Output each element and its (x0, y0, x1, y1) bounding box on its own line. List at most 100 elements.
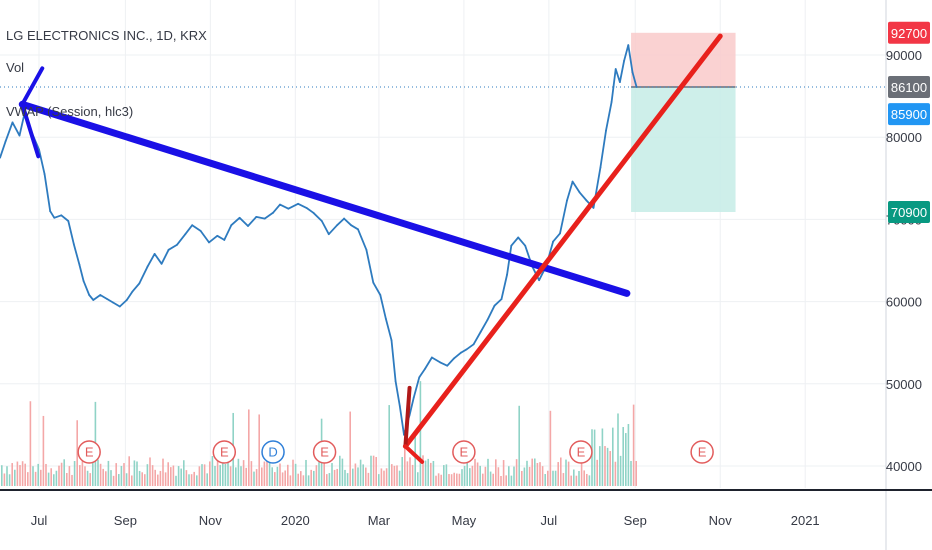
volume-bar (175, 475, 177, 486)
price-point (125, 299, 128, 301)
volume-bar (1, 465, 3, 486)
volume-bar (167, 462, 169, 486)
price-point (394, 380, 397, 383)
volume-bar (417, 472, 419, 486)
volume-bar (84, 466, 86, 486)
price-point (167, 248, 170, 251)
volume-bar (580, 462, 583, 486)
volume-bar (437, 473, 440, 486)
volume-bar (107, 460, 110, 486)
volume-bar (331, 463, 333, 486)
volume-bar (344, 469, 346, 486)
x-tick-label: Jul (31, 513, 48, 528)
volume-bar (489, 471, 492, 486)
price-point (552, 240, 554, 243)
price-point (38, 148, 40, 151)
volume-bar (315, 465, 318, 486)
price-point (60, 214, 63, 217)
volume-bar (414, 432, 416, 486)
volume-bar (229, 466, 232, 486)
earnings-marker (212, 440, 237, 464)
price-badge (888, 76, 930, 99)
marker-label: E (85, 445, 94, 460)
volume-bar (40, 469, 42, 486)
volume-bar (500, 475, 502, 486)
volume-bar (193, 471, 195, 486)
marker-label: E (320, 445, 329, 460)
volume-bar (8, 474, 11, 486)
volume-bar (248, 409, 250, 486)
volume-bar (370, 455, 372, 486)
volume-bar (128, 456, 130, 486)
price-point (599, 166, 602, 169)
volume-bar (214, 465, 216, 486)
red-trendline (402, 33, 723, 449)
volume-bar (318, 462, 320, 486)
price-badge-label: 86100 (891, 80, 927, 95)
price-point (230, 224, 233, 227)
volume-bar (11, 463, 13, 486)
volume-bar (411, 464, 414, 486)
volume-bar (632, 404, 635, 486)
volume-bar (450, 474, 453, 486)
vwap-legend: VWAP (Session, hlc3) (6, 104, 134, 119)
volume-bar (237, 458, 240, 486)
volume-bar (388, 405, 390, 486)
volume-bar (365, 467, 367, 486)
volume-bar (222, 458, 224, 486)
volume-bar (476, 462, 479, 486)
volume-bar (567, 461, 570, 486)
x-tick-label: Mar (368, 513, 391, 528)
volume-bar (432, 461, 435, 486)
volume-bar (458, 473, 461, 486)
volume-bar (375, 456, 377, 486)
volume-bar (510, 475, 513, 486)
volume-bar (310, 469, 312, 486)
price-point (49, 210, 52, 213)
volume-bar (484, 466, 487, 486)
earnings-marker (569, 440, 593, 464)
volume-bar (630, 460, 632, 486)
volume-bar (300, 471, 302, 486)
price-point (538, 279, 541, 282)
volume-bar (380, 468, 383, 486)
price-point (4, 140, 7, 143)
blue-arrowhead (20, 66, 45, 159)
volume-bar (131, 475, 133, 486)
volume-bar (86, 470, 89, 486)
volume-bar (635, 460, 637, 486)
volume-bar (526, 460, 528, 486)
x-tick-label: 2020 (281, 513, 310, 528)
price-point (398, 405, 401, 407)
volume-bar (45, 463, 47, 486)
x-tick-label: May (452, 513, 477, 528)
volume-bar (549, 410, 552, 486)
price-point (390, 339, 393, 342)
price-point (176, 243, 178, 246)
price-point (384, 317, 387, 320)
volume-bar (534, 458, 536, 486)
volume-bar (294, 463, 297, 486)
volume-bar (518, 405, 520, 486)
volume-bar (505, 475, 507, 486)
volume-bar (471, 465, 474, 486)
y-tick-label: 50000 (886, 377, 922, 392)
volume-bar (58, 465, 60, 486)
volume-bar (154, 469, 156, 486)
price-point (99, 294, 102, 296)
price-point (111, 301, 114, 304)
volume-bar (539, 462, 541, 486)
volume-bar (409, 457, 411, 486)
price-point (379, 294, 382, 296)
volume-bar (216, 456, 219, 486)
volume-bar (326, 474, 328, 486)
volume-bar (513, 466, 515, 486)
dividend-marker (261, 440, 285, 464)
volume-bar (19, 465, 21, 486)
volume-bar (593, 429, 596, 486)
volume-bar (240, 466, 242, 486)
volume-bar (198, 466, 201, 486)
price-point (146, 265, 149, 268)
volume-bar (53, 474, 55, 486)
